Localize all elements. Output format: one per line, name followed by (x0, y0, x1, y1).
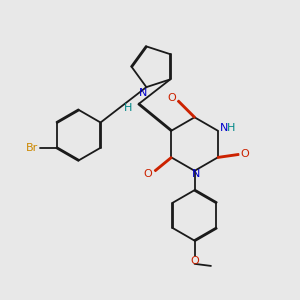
Text: O: O (241, 149, 250, 160)
Text: N: N (192, 169, 200, 179)
Text: N: N (220, 123, 228, 133)
Text: H: H (227, 123, 235, 133)
Text: H: H (124, 103, 133, 113)
Text: O: O (167, 93, 176, 103)
Text: Br: Br (26, 143, 38, 153)
Text: N: N (139, 88, 148, 98)
Text: O: O (143, 169, 152, 179)
Text: O: O (190, 256, 199, 266)
